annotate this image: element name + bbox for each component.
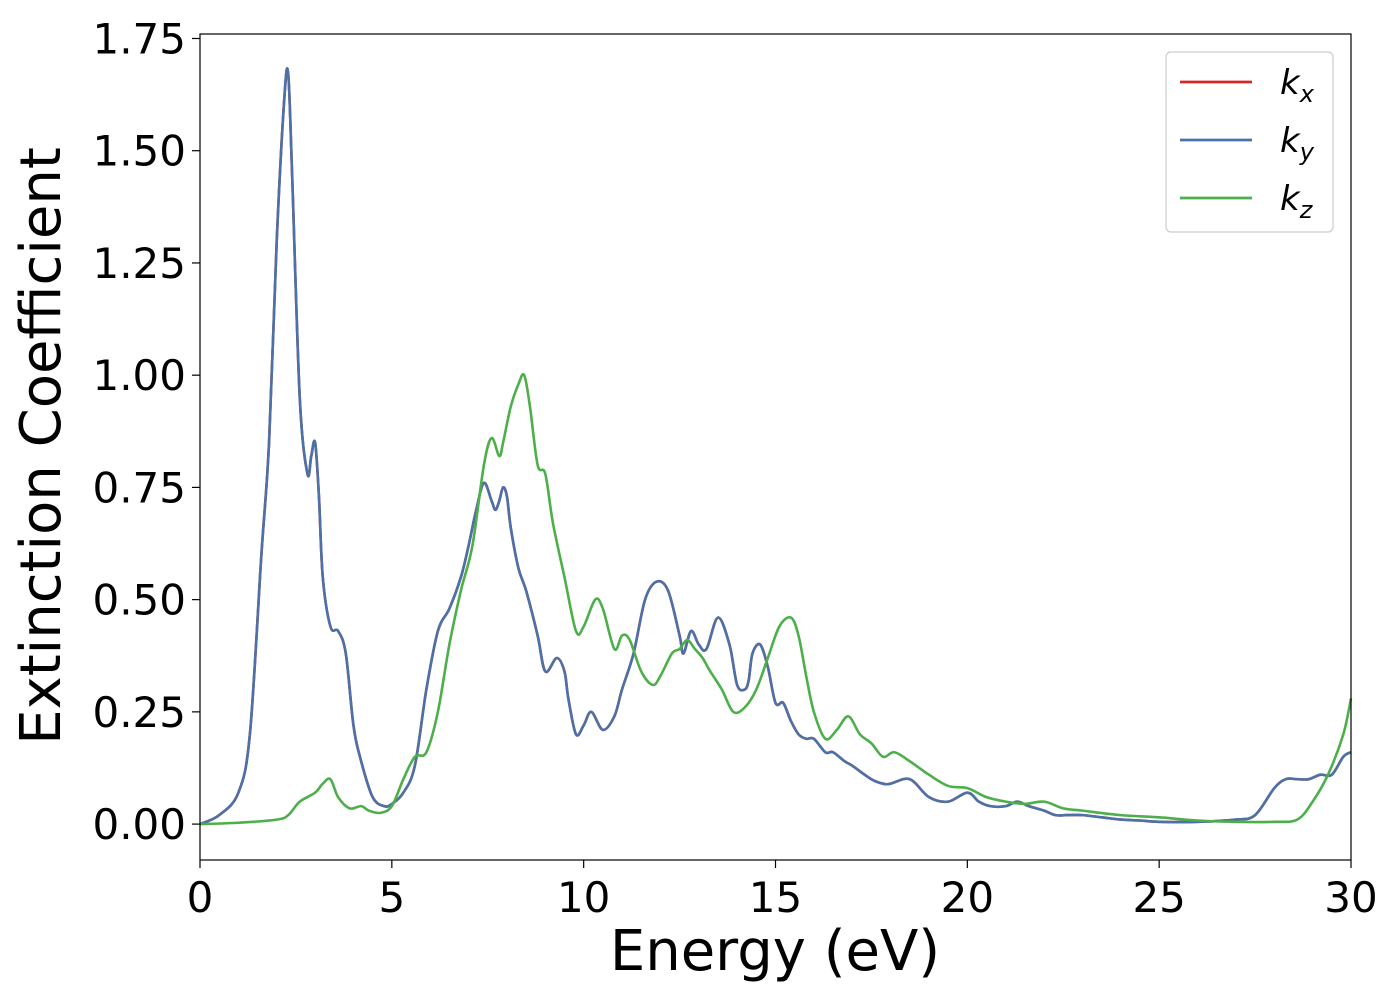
y-tick-label: 1.25 xyxy=(92,239,186,288)
x-tick-label: 15 xyxy=(749,873,802,922)
x-tick-label: 5 xyxy=(378,873,405,922)
legend: kx ky kz xyxy=(1165,51,1334,233)
y-tick-label: 0.00 xyxy=(92,800,186,849)
y-tick-label: 1.75 xyxy=(92,14,186,63)
legend-label-k-z: kz xyxy=(1280,179,1314,224)
y-tick-label: 0.75 xyxy=(92,463,186,512)
x-tick-label: 30 xyxy=(1324,873,1377,922)
legend-label-k-y: ky xyxy=(1280,121,1315,166)
x-tick-label: 25 xyxy=(1132,873,1185,922)
y-tick-label: 1.00 xyxy=(92,351,186,400)
x-tick-label: 20 xyxy=(941,873,994,922)
y-axis-ticks: 0.00 0.25 0.50 0.75 1.00 1.25 1.50 1.75 xyxy=(92,14,200,849)
y-tick-label: 0.25 xyxy=(92,688,186,737)
x-axis-title: Energy (eV) xyxy=(610,919,940,984)
y-tick-label: 0.50 xyxy=(92,576,186,625)
legend-label-k-x: kx xyxy=(1280,63,1315,108)
y-axis-title: Extinction Coefficient xyxy=(9,147,74,745)
x-tick-label: 0 xyxy=(187,873,214,922)
legend-box xyxy=(1165,51,1334,233)
x-tick-label: 10 xyxy=(557,873,610,922)
y-tick-label: 1.50 xyxy=(92,127,186,176)
series-line-k-y xyxy=(199,67,1352,826)
x-axis-ticks: 0 5 10 15 20 25 30 xyxy=(187,860,1378,922)
series-lines xyxy=(199,67,1353,826)
series-line-k-z xyxy=(199,372,1353,826)
